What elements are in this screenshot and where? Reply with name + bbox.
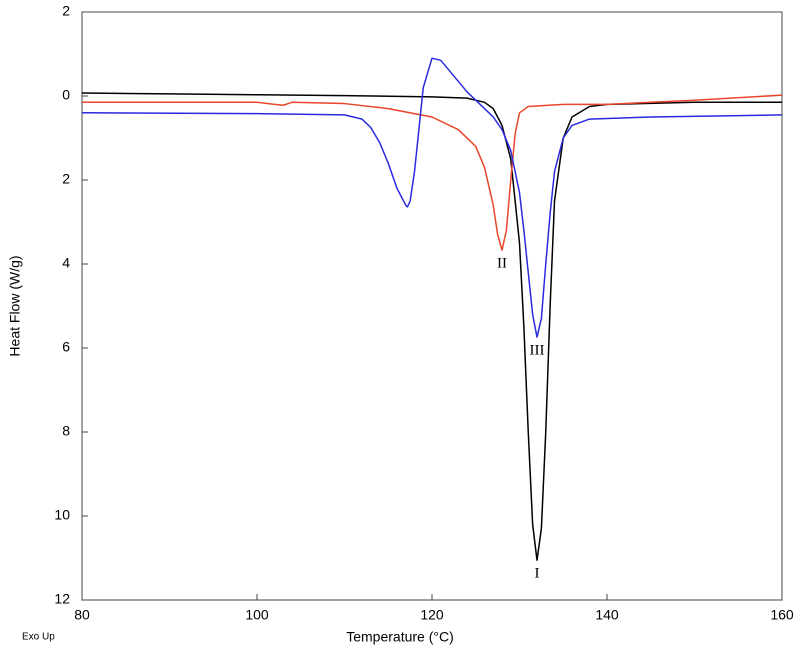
line-series bbox=[82, 94, 783, 251]
y-tick-label: 2 bbox=[62, 3, 70, 19]
y-tick-label: 10 bbox=[54, 507, 70, 523]
plot-frame bbox=[81, 11, 783, 601]
x-tick-label: 120 bbox=[420, 607, 444, 623]
x-axis-title: Temperature (°C) bbox=[346, 629, 454, 645]
line-series bbox=[81, 92, 782, 561]
x-tick-label: 80 bbox=[74, 607, 90, 623]
x-tick-label: 140 bbox=[595, 607, 619, 623]
line-series bbox=[81, 57, 783, 338]
x-tick-label: 160 bbox=[770, 607, 794, 623]
y-tick-label: 4 bbox=[62, 255, 70, 271]
y-axis-title: Heat Flow (W/g) bbox=[7, 255, 23, 356]
peak-label: I bbox=[535, 566, 540, 582]
x-tick-label: 100 bbox=[245, 607, 269, 623]
peak-label: II bbox=[497, 256, 507, 272]
peak-label: III bbox=[530, 343, 545, 359]
y-tick-label: 6 bbox=[62, 339, 70, 355]
y-tick-label: 0 bbox=[62, 87, 70, 103]
exo-note: Exo Up bbox=[22, 632, 55, 643]
y-tick-label: 8 bbox=[62, 423, 70, 439]
y-tick-label: 2 bbox=[62, 171, 70, 187]
y-tick-label: 12 bbox=[54, 591, 70, 607]
